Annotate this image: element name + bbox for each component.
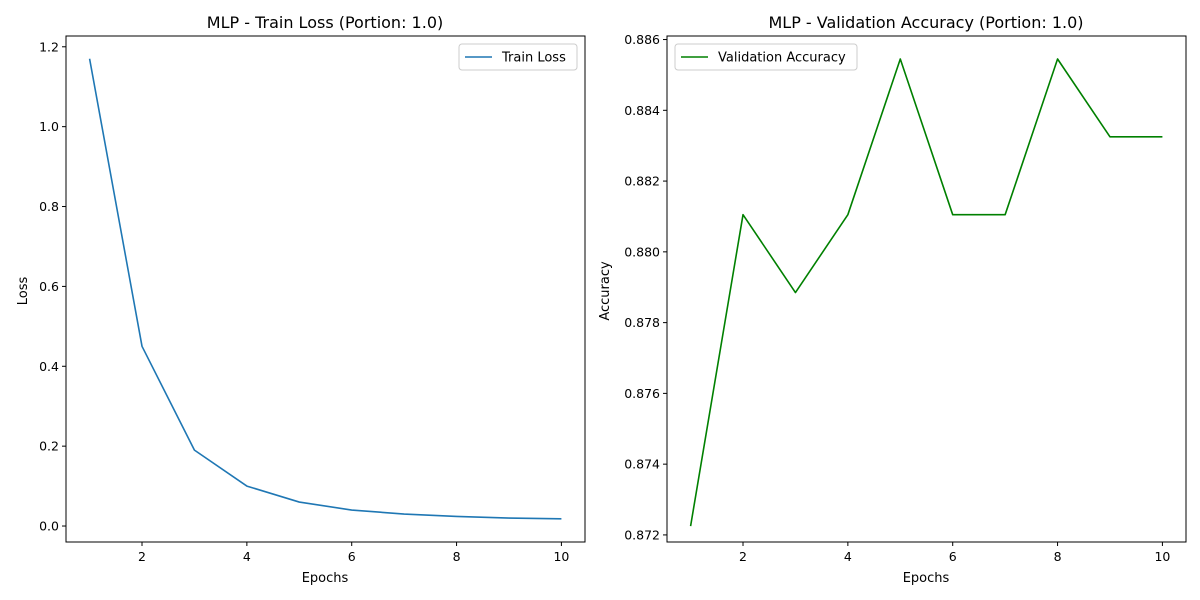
series-group [689,58,1163,527]
x-tick-label: 8 [1054,549,1062,564]
legend-label: Validation Accuracy [718,51,846,66]
legend-box [458,43,578,71]
x-tick-label: 6 [348,549,356,564]
y-tick-label: 0.876 [624,386,660,401]
legend: Train Loss [458,43,578,71]
y-tick-label: 0.882 [624,174,660,189]
chart-title: MLP - Validation Accuracy (Portion: 1.0) [768,13,1083,32]
y-tick-label: 0.8 [39,199,59,214]
y-tick-label: 0.872 [624,527,660,542]
series-group [88,58,562,520]
tick-group: 2 4 6 8 10 0.872 0.874 0.876 0.878 0.880 0.882 0.88… [624,32,1170,564]
x-tick-label: 6 [949,549,957,564]
series-line [88,58,562,520]
x-tick-label: 4 [243,549,251,564]
legend: Validation Accuracy [674,43,858,71]
train-loss-chart: MLP - Train Loss (Portion: 1.0) Epochs L… [16,13,586,586]
y-tick-label: 0.880 [624,244,660,259]
y-tick-label: 0.878 [624,315,660,330]
y-tick-label: 0.886 [624,32,660,47]
y-tick-label: 1.0 [39,119,59,134]
y-tick-label: 0.4 [39,359,59,374]
x-tick-label: 8 [453,549,461,564]
x-tick-label: 10 [553,549,569,564]
y-axis-label: Loss [16,277,31,306]
x-axis-label: Epochs [302,571,349,586]
series-line [689,58,1163,527]
x-tick-label: 2 [739,549,747,564]
tick-group: 2 4 6 8 10 0.0 0.2 0.4 0.6 0.8 1.0 1.2 [39,39,569,564]
plot-frame [666,35,1187,543]
y-tick-label: 0.2 [39,439,59,454]
y-tick-label: 0.0 [39,519,59,534]
legend-box [674,43,858,71]
y-tick-label: 0.6 [39,279,59,294]
y-tick-label: 1.2 [39,39,59,54]
y-tick-label: 0.884 [624,103,660,118]
y-tick-label: 0.874 [624,457,660,472]
x-axis-label: Epochs [903,571,950,586]
plot-frame [65,35,586,543]
chart-title: MLP - Train Loss (Portion: 1.0) [207,13,443,32]
x-tick-label: 4 [844,549,852,564]
legend-label: Train Loss [501,51,566,66]
y-axis-label: Accuracy [598,261,613,321]
x-tick-label: 2 [138,549,146,564]
validation-accuracy-chart: MLP - Validation Accuracy (Portion: 1.0)… [598,13,1187,586]
x-tick-label: 10 [1154,549,1170,564]
